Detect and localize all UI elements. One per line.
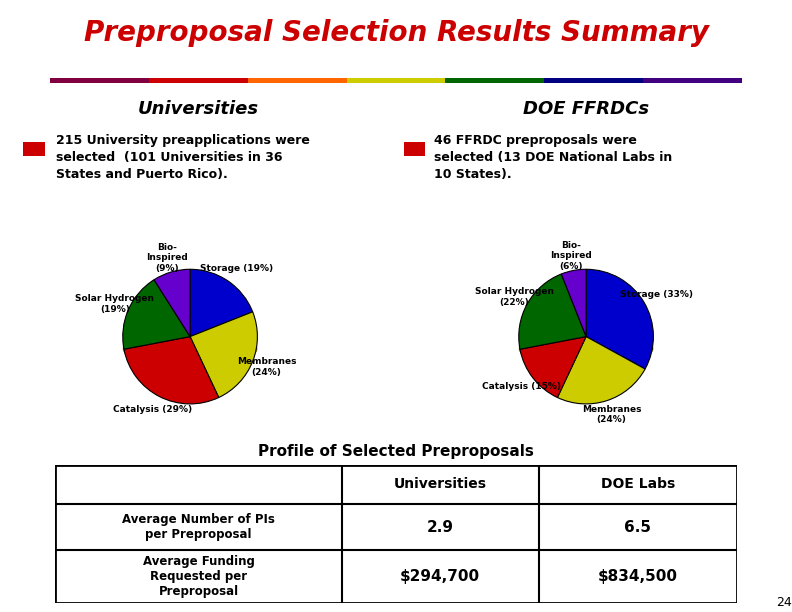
Text: 24: 24 [776,596,792,610]
Text: Solar Hydrogen
(22%): Solar Hydrogen (22%) [474,287,554,307]
Bar [445,78,544,83]
Wedge shape [558,337,645,404]
Text: Membranes
(24%): Membranes (24%) [237,357,296,376]
Text: Universities: Universities [138,100,258,118]
Wedge shape [586,269,653,369]
Bar [248,78,347,83]
Wedge shape [190,312,257,398]
Wedge shape [520,337,586,398]
Wedge shape [190,269,253,337]
Ellipse shape [519,330,653,367]
Wedge shape [124,337,219,404]
Bar [643,78,741,83]
Bar [23,142,45,157]
Text: DOE Labs: DOE Labs [600,477,675,491]
Text: Storage (33%): Storage (33%) [620,290,693,299]
Text: Storage (19%): Storage (19%) [200,264,272,273]
Bar [347,78,445,83]
Text: 6.5: 6.5 [624,520,651,535]
Wedge shape [562,269,586,337]
Text: Bio-
Inspired
(6%): Bio- Inspired (6%) [550,241,592,271]
Wedge shape [519,274,586,349]
Text: Catalysis (15%): Catalysis (15%) [482,382,561,392]
Text: 215 University preapplications were
selected  (101 Universities in 36
States and: 215 University preapplications were sele… [56,134,310,181]
Text: 2.9: 2.9 [427,520,454,535]
Text: Membranes
(24%): Membranes (24%) [581,405,642,424]
Wedge shape [123,280,190,349]
Text: $294,700: $294,700 [400,569,480,584]
Wedge shape [154,269,190,337]
Text: Bio-
Inspired
(9%): Bio- Inspired (9%) [147,243,188,272]
Text: Solar Hydrogen
(19%): Solar Hydrogen (19%) [75,294,154,314]
Text: DOE FFRDCs: DOE FFRDCs [523,100,649,118]
Ellipse shape [123,330,257,367]
Text: 46 FFRDC preproposals were
selected (13 DOE National Labs in
10 States).: 46 FFRDC preproposals were selected (13 … [434,134,672,181]
Bar [51,78,149,83]
Text: Profile of Selected Preproposals: Profile of Selected Preproposals [258,444,534,459]
Text: Catalysis (29%): Catalysis (29%) [113,405,192,414]
Text: Average Funding
Requested per
Preproposal: Average Funding Requested per Preproposa… [143,555,254,598]
Bar [149,78,248,83]
Text: Average Number of PIs
per Preproposal: Average Number of PIs per Preproposal [122,513,275,541]
Text: $834,500: $834,500 [598,569,678,584]
Text: Universities: Universities [394,477,487,491]
Bar [544,78,643,83]
Text: Preproposal Selection Results Summary: Preproposal Selection Results Summary [83,19,709,47]
Bar [404,142,425,157]
